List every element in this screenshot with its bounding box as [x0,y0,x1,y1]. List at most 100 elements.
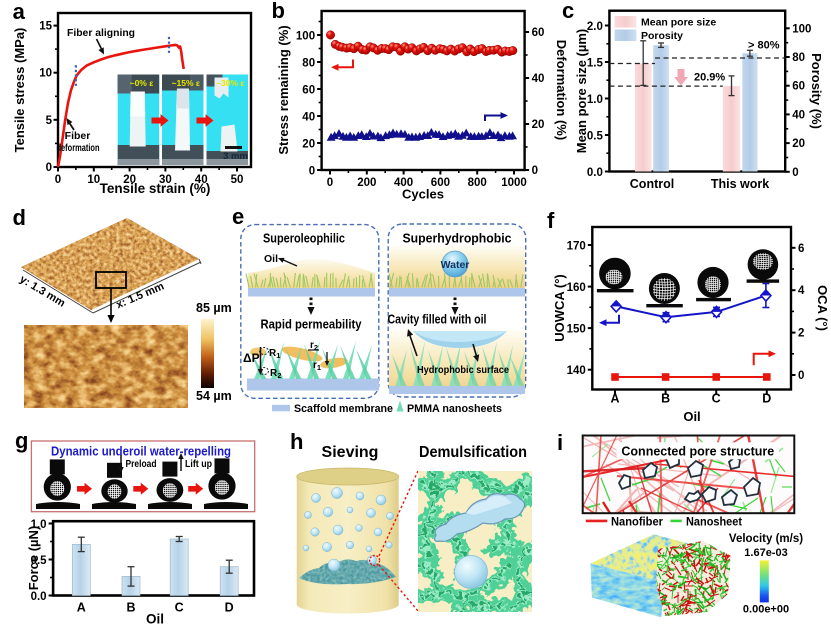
svg-text:Force (µN): Force (µN) [26,526,41,591]
svg-text:15: 15 [39,21,52,33]
svg-text:This work: This work [711,177,769,191]
svg-text:0.00e+00: 0.00e+00 [743,604,789,616]
svg-text:A: A [610,392,619,406]
svg-text:10: 10 [39,68,52,80]
svg-text:c: c [562,0,574,23]
svg-text:0: 0 [46,162,52,174]
svg-text:0.0: 0.0 [31,591,47,603]
svg-text:C: C [712,392,721,406]
svg-text:60: 60 [792,81,805,93]
svg-text:20: 20 [792,138,805,150]
svg-text:OCA (°): OCA (°) [815,285,830,331]
svg-text:1.0: 1.0 [587,94,603,106]
svg-text:Mean pore size: Mean pore size [641,17,716,29]
svg-text:3 mm: 3 mm [223,151,248,162]
svg-text:20: 20 [302,139,315,151]
svg-text:> 80%: > 80% [748,40,780,52]
svg-text:D: D [762,392,771,406]
svg-text:Oil: Oil [683,409,700,424]
svg-text:150: 150 [567,324,586,336]
svg-text:0: 0 [55,174,61,186]
svg-text:0: 0 [792,167,798,179]
svg-text:f: f [547,208,555,233]
svg-text:60: 60 [532,27,545,39]
svg-text:B: B [126,601,135,615]
svg-text:Mean pore size (µm): Mean pore size (µm) [574,29,589,154]
svg-text:0: 0 [327,177,333,189]
svg-text:50: 50 [231,174,244,186]
svg-text:i: i [557,430,563,455]
svg-text:UOWCA (°): UOWCA (°) [552,274,567,342]
svg-text:h: h [290,429,303,454]
svg-text:400: 400 [394,177,413,189]
svg-text:Demulsification: Demulsification [419,444,527,461]
svg-text:Scaffold membrane: Scaffold membrane [294,403,393,415]
svg-text:140: 140 [567,365,586,377]
svg-text:170: 170 [567,241,586,253]
svg-text:200: 200 [357,177,376,189]
svg-text:600: 600 [431,177,450,189]
svg-text:Superoleophilic: Superoleophilic [263,232,345,246]
svg-text:Sieving: Sieving [322,444,379,461]
svg-text:~30% ε: ~30% ε [216,78,244,88]
svg-text:Porosity: Porosity [641,30,683,42]
svg-text:Fiber: Fiber [65,130,91,142]
svg-text:Fiber aligning: Fiber aligning [67,27,135,39]
svg-text:20: 20 [532,119,545,131]
svg-text:Rapid permeability: Rapid permeability [261,318,362,332]
svg-text:~0% ε: ~0% ε [130,78,154,88]
svg-text:Stress remaining (%): Stress remaining (%) [276,25,291,154]
svg-text:2.0: 2.0 [587,21,603,33]
svg-text:40: 40 [302,112,315,124]
svg-text:Oil: Oil [264,253,278,265]
svg-text:R2: R2 [270,368,281,380]
svg-text:Cavity filled with oil: Cavity filled with oil [388,313,487,327]
svg-text:r1: r1 [313,360,321,372]
svg-text:Nanosheet: Nanosheet [686,515,742,529]
svg-text:Deformation (%): Deformation (%) [554,40,569,140]
svg-text:40: 40 [532,73,545,85]
svg-text:Tensile stress (MPa): Tensile stress (MPa) [12,28,27,153]
svg-text:160: 160 [567,282,586,294]
svg-text:0.0: 0.0 [587,167,603,179]
svg-text:80: 80 [302,58,315,70]
svg-text:Control: Control [630,177,674,191]
svg-text:Cycles: Cycles [402,187,444,202]
svg-text:40: 40 [792,109,805,121]
svg-text:0: 0 [309,166,315,178]
svg-text:B: B [661,392,670,406]
svg-text:Velocity (m/s): Velocity (m/s) [729,533,803,545]
svg-text:1.67e-03: 1.67e-03 [744,547,787,559]
svg-text:0.5: 0.5 [31,555,48,567]
svg-text:Nanofiber: Nanofiber [611,515,663,529]
svg-text:Hydrophobic surface: Hydrophobic surface [417,364,509,376]
svg-text:ΔP: ΔP [243,351,260,365]
svg-text:~15% ε: ~15% ε [172,78,200,88]
svg-text:54 µm: 54 µm [196,389,232,403]
svg-text:4: 4 [798,285,805,297]
svg-text:Connected pore structure: Connected pore structure [621,445,774,459]
svg-text:d: d [13,205,26,230]
svg-text:20: 20 [123,174,136,186]
svg-text:20.9%: 20.9% [694,72,725,84]
svg-text:800: 800 [468,177,487,189]
svg-text:r2: r2 [310,340,318,352]
svg-text:30: 30 [159,174,172,186]
svg-text:R1: R1 [269,348,280,360]
svg-text:0.5: 0.5 [587,131,604,143]
svg-text:0: 0 [532,165,538,177]
svg-text:Dynamic underoil water-repelli: Dynamic underoil water-repelling [51,445,231,459]
svg-text:C: C [175,601,184,615]
svg-text:Oil: Oil [146,612,164,627]
svg-text:g: g [15,428,28,453]
svg-text:2: 2 [798,328,804,340]
svg-text:5: 5 [46,115,53,127]
svg-text:Tensile strain (%): Tensile strain (%) [100,181,211,196]
svg-text:100: 100 [296,31,315,43]
svg-text:80: 80 [792,52,805,64]
svg-text:Lift up: Lift up [185,459,212,470]
svg-text:10: 10 [87,174,100,186]
svg-text:a: a [13,0,26,24]
svg-text:PMMA nanosheets: PMMA nanosheets [407,403,502,415]
svg-text:Superhydrophobic: Superhydrophobic [403,232,512,246]
